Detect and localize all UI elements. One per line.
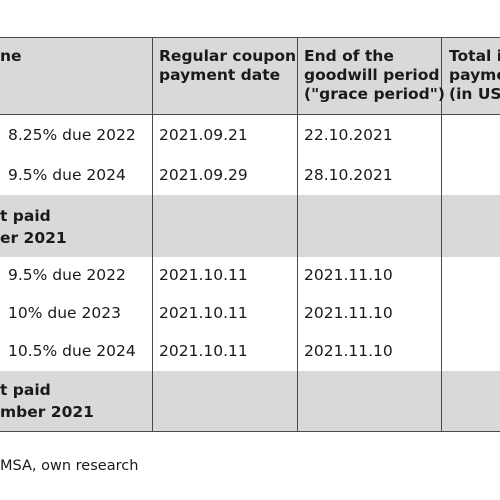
table-row-grace-end: 2021.11.10 xyxy=(304,342,393,360)
table-row-coupon-date: 2021.10.11 xyxy=(159,342,248,360)
header-grace-end: End of the goodwill period ("grace perio… xyxy=(304,47,445,103)
header-name: ne xyxy=(0,47,22,65)
table-row-grace-end: 28.10.2021 xyxy=(304,166,393,184)
subtotal-label: t paid xyxy=(0,381,51,399)
column-divider xyxy=(152,37,153,432)
table-header xyxy=(0,38,500,114)
header-bottom-rule xyxy=(0,114,500,115)
table-row-bond: 9.5% due 2024 xyxy=(8,166,126,184)
table-row-coupon-date: 2021.09.29 xyxy=(159,166,248,184)
source-note: MSA, own research xyxy=(0,458,139,474)
table-row-coupon-date: 2021.09.21 xyxy=(159,126,248,144)
column-divider xyxy=(297,37,298,432)
table-row-bond: 10.5% due 2024 xyxy=(8,342,136,360)
subtotal-label: er 2021 xyxy=(0,229,67,247)
table-row-coupon-date: 2021.10.11 xyxy=(159,266,248,284)
table-row-bond: 10% due 2023 xyxy=(8,304,121,322)
column-divider xyxy=(441,37,442,432)
header-coupon-date: Regular coupon payment date xyxy=(159,47,297,84)
table-row-coupon-date: 2021.10.11 xyxy=(159,304,248,322)
header-total: Total i paymen (in US$ xyxy=(449,47,500,103)
table-row-bond: 8.25% due 2022 xyxy=(8,126,136,144)
subtotal-label: t paid xyxy=(0,207,51,225)
subtotal-label: mber 2021 xyxy=(0,403,94,421)
table-row-grace-end: 22.10.2021 xyxy=(304,126,393,144)
table-row-grace-end: 2021.11.10 xyxy=(304,304,393,322)
table-bottom-rule xyxy=(0,431,500,432)
table-row-grace-end: 2021.11.10 xyxy=(304,266,393,284)
subtotal-row-2 xyxy=(0,371,500,431)
subtotal-row-1 xyxy=(0,195,500,257)
table-top-rule xyxy=(0,37,500,38)
table-row-bond: 9.5% due 2022 xyxy=(8,266,126,284)
